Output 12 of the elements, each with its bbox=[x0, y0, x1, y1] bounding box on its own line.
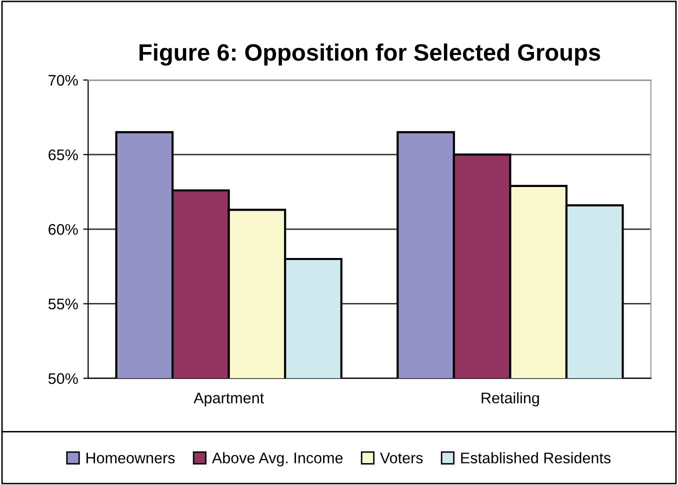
y-tick-label: 60% bbox=[48, 224, 78, 235]
x-tick-label: Retailing bbox=[482, 392, 539, 406]
y-tick-label: 50% bbox=[48, 373, 78, 384]
legend-label: Established Residents bbox=[461, 452, 611, 464]
y-tick-label: 55% bbox=[48, 298, 78, 310]
x-tick-label: Apartment bbox=[194, 392, 264, 406]
y-tick-label: 70% bbox=[48, 74, 78, 86]
legend-label: Homeowners bbox=[86, 452, 175, 464]
chart-title: Figure 6: Opposition for Selected Groups bbox=[140, 43, 600, 66]
legend-label: Voters bbox=[380, 452, 423, 464]
y-tick-label: 65% bbox=[48, 149, 78, 160]
legend-label: Above Avg. Income bbox=[212, 452, 343, 466]
